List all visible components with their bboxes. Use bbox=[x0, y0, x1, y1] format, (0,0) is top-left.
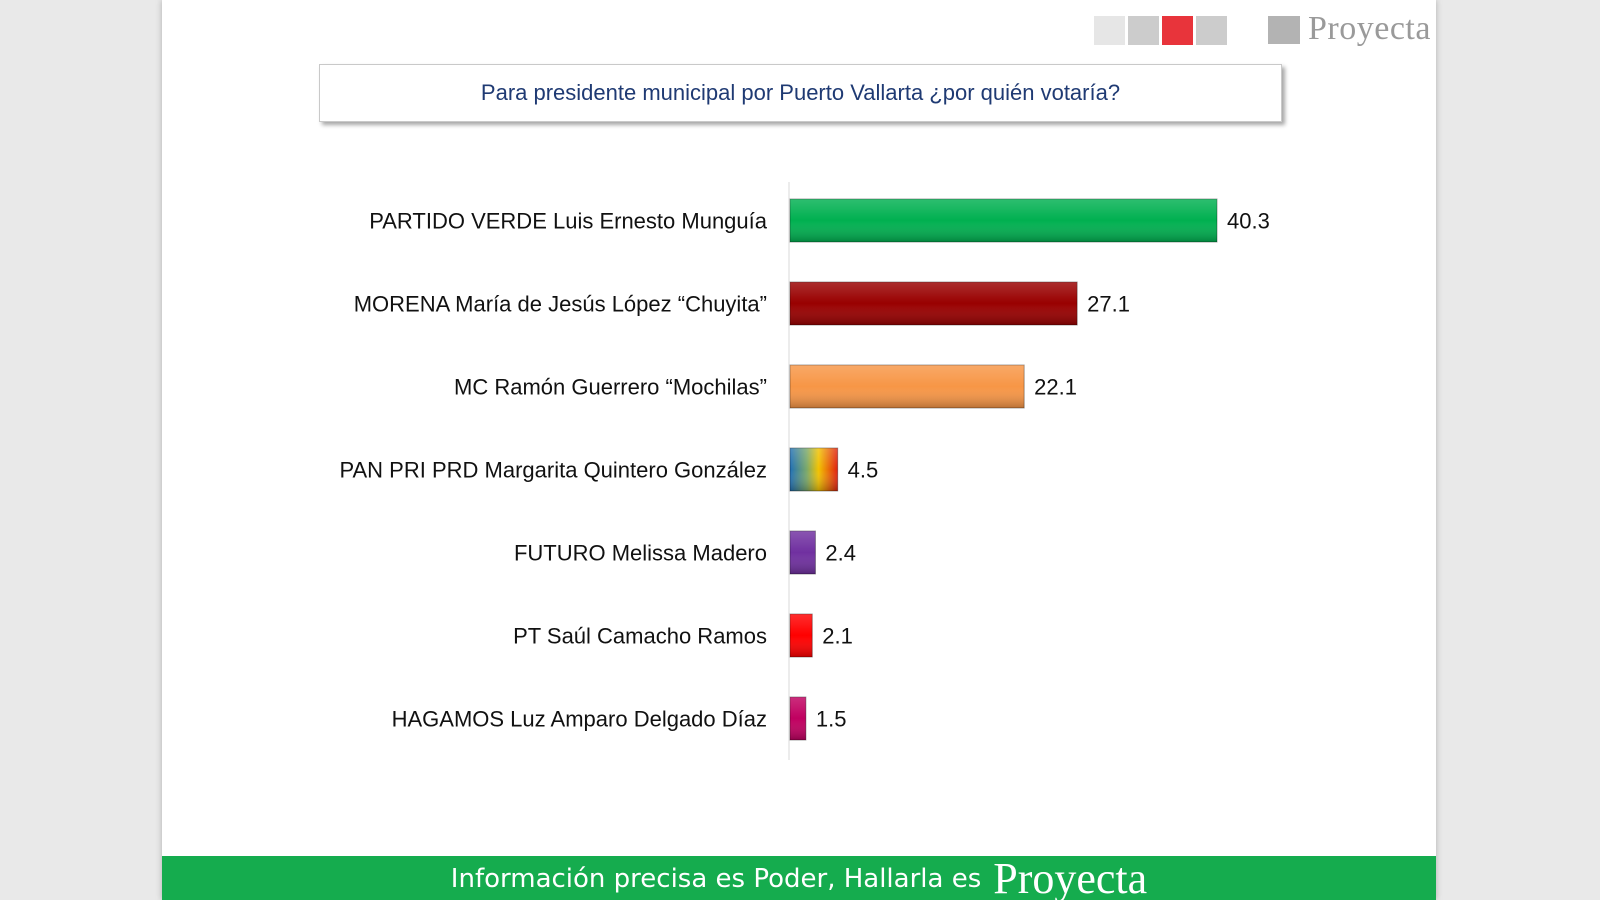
value-label-3: 22.1 bbox=[1034, 375, 1077, 400]
bar-chart: PARTIDO VERDE Luis Ernesto Munguía 40.3 MO… bbox=[339, 182, 1270, 760]
square-2 bbox=[1128, 16, 1159, 45]
bar-shade-7 bbox=[790, 697, 806, 740]
bar-shade-3 bbox=[790, 365, 1025, 408]
square-3 bbox=[1162, 16, 1193, 45]
category-label-4: PAN PRI PRD Margarita Quintero González bbox=[339, 458, 767, 483]
decorative-squares bbox=[1094, 16, 1227, 45]
category-label-6: PT Saúl Camacho Ramos bbox=[513, 624, 767, 649]
category-label-3: MC Ramón Guerrero “Mochilas” bbox=[454, 375, 767, 400]
footer-brand: Proyecta bbox=[993, 854, 1148, 900]
square-1 bbox=[1094, 16, 1125, 45]
bar-shade-4 bbox=[790, 448, 838, 491]
logo-square-icon bbox=[1268, 16, 1300, 44]
category-label-7: HAGAMOS Luz Amparo Delgado Díaz bbox=[392, 707, 767, 732]
value-label-6: 2.1 bbox=[822, 624, 853, 649]
question-title: Para presidente municipal por Puerto Val… bbox=[319, 64, 1282, 122]
value-label-4: 4.5 bbox=[848, 458, 879, 483]
category-label-2: MORENA María de Jesús López “Chuyita” bbox=[354, 292, 767, 317]
footer-banner: Información precisa es Poder, Hallarla e… bbox=[162, 856, 1436, 900]
category-label-1: PARTIDO VERDE Luis Ernesto Munguía bbox=[369, 209, 768, 234]
slide: Proyecta Para presidente municipal por P… bbox=[162, 0, 1436, 900]
square-4 bbox=[1196, 16, 1227, 45]
value-label-2: 27.1 bbox=[1087, 292, 1130, 317]
bar-shade-5 bbox=[790, 531, 816, 574]
value-label-7: 1.5 bbox=[816, 707, 847, 732]
category-label-5: FUTURO Melissa Madero bbox=[514, 541, 767, 566]
bar-shade-6 bbox=[790, 614, 813, 657]
footer-text: Información precisa es Poder, Hallarla e… bbox=[450, 864, 982, 894]
value-label-5: 2.4 bbox=[825, 541, 856, 566]
header-logo: Proyecta bbox=[1308, 10, 1431, 47]
bar-shade-2 bbox=[790, 282, 1078, 325]
value-label-1: 40.3 bbox=[1227, 209, 1270, 234]
bar-shade-1 bbox=[790, 199, 1217, 242]
